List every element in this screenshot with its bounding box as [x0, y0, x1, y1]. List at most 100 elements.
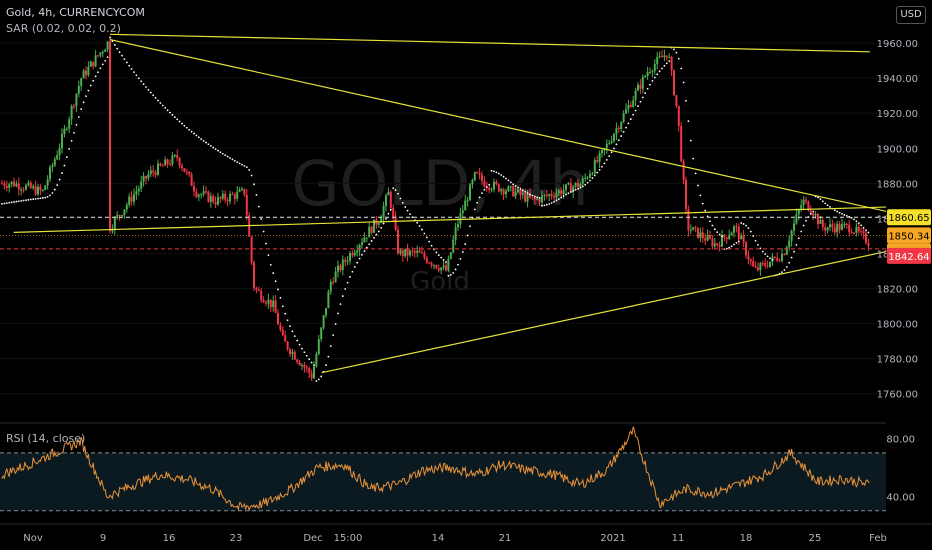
- sar-dot: [459, 257, 462, 260]
- sar-dot: [250, 174, 253, 177]
- trendlines[interactable]: [13, 33, 919, 374]
- candle-body: [857, 226, 860, 232]
- candle-body: [514, 191, 517, 197]
- candle-body: [776, 257, 779, 261]
- sar-dot: [109, 36, 111, 39]
- sar-dot: [229, 157, 231, 159]
- candle-body: [488, 187, 491, 190]
- sar-dot: [785, 265, 788, 268]
- candle-body: [781, 254, 783, 261]
- sar-dot: [452, 271, 455, 274]
- candle-body: [457, 223, 459, 228]
- sar-dot: [265, 242, 267, 245]
- candle-body: [416, 250, 419, 253]
- candle-body: [101, 51, 104, 53]
- sar-dot: [358, 257, 361, 260]
- candle-body: [584, 177, 587, 179]
- candle-body: [764, 263, 767, 266]
- sar-dot: [809, 213, 812, 215]
- sar-dot: [373, 236, 375, 239]
- candle-body: [673, 70, 675, 96]
- candle-body: [236, 191, 239, 199]
- candle-body: [325, 308, 327, 316]
- currency-button[interactable]: USD: [896, 6, 926, 24]
- sar-dot: [853, 218, 855, 221]
- candle-body: [128, 196, 131, 205]
- sar-dot: [533, 195, 536, 198]
- sar-indicator-label[interactable]: SAR (0.02, 0.02, 0.2): [6, 22, 121, 35]
- candle-body: [795, 214, 798, 224]
- candle-body: [339, 265, 342, 271]
- candle-body: [173, 155, 176, 157]
- candle-body: [833, 227, 836, 233]
- candle-body: [73, 105, 75, 107]
- sar-dot: [697, 184, 699, 187]
- candle-body: [20, 189, 23, 191]
- sar-dot: [346, 281, 349, 284]
- sar-dot: [351, 270, 354, 273]
- sar-dot: [766, 255, 769, 258]
- candle-body: [548, 194, 551, 196]
- time-tick-label: Dec: [303, 533, 322, 544]
- sar-dot: [394, 189, 397, 192]
- candle-body: [471, 180, 474, 185]
- candle-body: [620, 122, 623, 129]
- candle-body: [459, 213, 462, 224]
- candle-body: [406, 248, 409, 256]
- candle-body: [368, 226, 371, 238]
- rsi-line: [1, 426, 870, 512]
- sar-dot: [260, 218, 263, 220]
- candle-body: [577, 182, 579, 187]
- candle-body: [56, 154, 59, 160]
- candle-body: [195, 191, 198, 197]
- sar-dot: [219, 151, 222, 154]
- candle-body: [356, 250, 359, 253]
- candle-body: [502, 189, 505, 195]
- candle-body: [387, 191, 390, 196]
- sar-dot: [850, 217, 853, 219]
- candle-body: [140, 181, 143, 189]
- candle-body: [632, 100, 635, 107]
- sar-dot: [416, 221, 419, 224]
- candle-body: [327, 291, 330, 309]
- sar-dot: [454, 268, 457, 271]
- candle-body: [541, 195, 543, 203]
- candle-body: [5, 186, 8, 188]
- candle-body: [433, 264, 435, 266]
- sar-dot: [478, 196, 481, 199]
- candle-body: [183, 168, 186, 172]
- sar-dot: [625, 126, 627, 129]
- candle-body: [685, 179, 687, 210]
- sar-dot: [253, 183, 255, 186]
- candle-body: [752, 261, 755, 267]
- sar-dot: [5, 202, 8, 205]
- sar-dot: [639, 100, 642, 103]
- candle-body: [17, 183, 20, 190]
- sar-dot: [788, 261, 791, 264]
- sar-dot: [701, 202, 704, 205]
- sar-dot: [181, 122, 183, 125]
- candle-body: [596, 160, 599, 162]
- symbol-title[interactable]: Gold, 4h, CURRENCYCOM: [6, 6, 145, 19]
- sar-dot: [344, 288, 347, 290]
- time-axis[interactable]: Nov 9 16 23 Dec 15:00 14 21 2021 11 18 25 Feb: [0, 523, 932, 544]
- candle-body: [435, 264, 438, 269]
- rsi-indicator-label[interactable]: RSI (14, close): [6, 432, 86, 445]
- sar-dot: [245, 166, 248, 169]
- candle-body: [329, 281, 332, 292]
- time-tick-label: 16: [163, 533, 176, 544]
- candle-body: [233, 194, 236, 199]
- candle-body: [430, 263, 433, 266]
- sar-dot: [238, 162, 241, 165]
- sar-dot: [704, 209, 707, 212]
- sar-dot: [404, 206, 407, 208]
- sar-dot: [387, 212, 390, 215]
- sar-dot: [572, 190, 575, 192]
- candle-body: [836, 223, 839, 233]
- sar-dot: [44, 196, 47, 199]
- candle-body: [245, 194, 248, 216]
- sar-dot: [101, 63, 104, 66]
- price-levels: [0, 216, 886, 250]
- candle-body: [77, 85, 80, 94]
